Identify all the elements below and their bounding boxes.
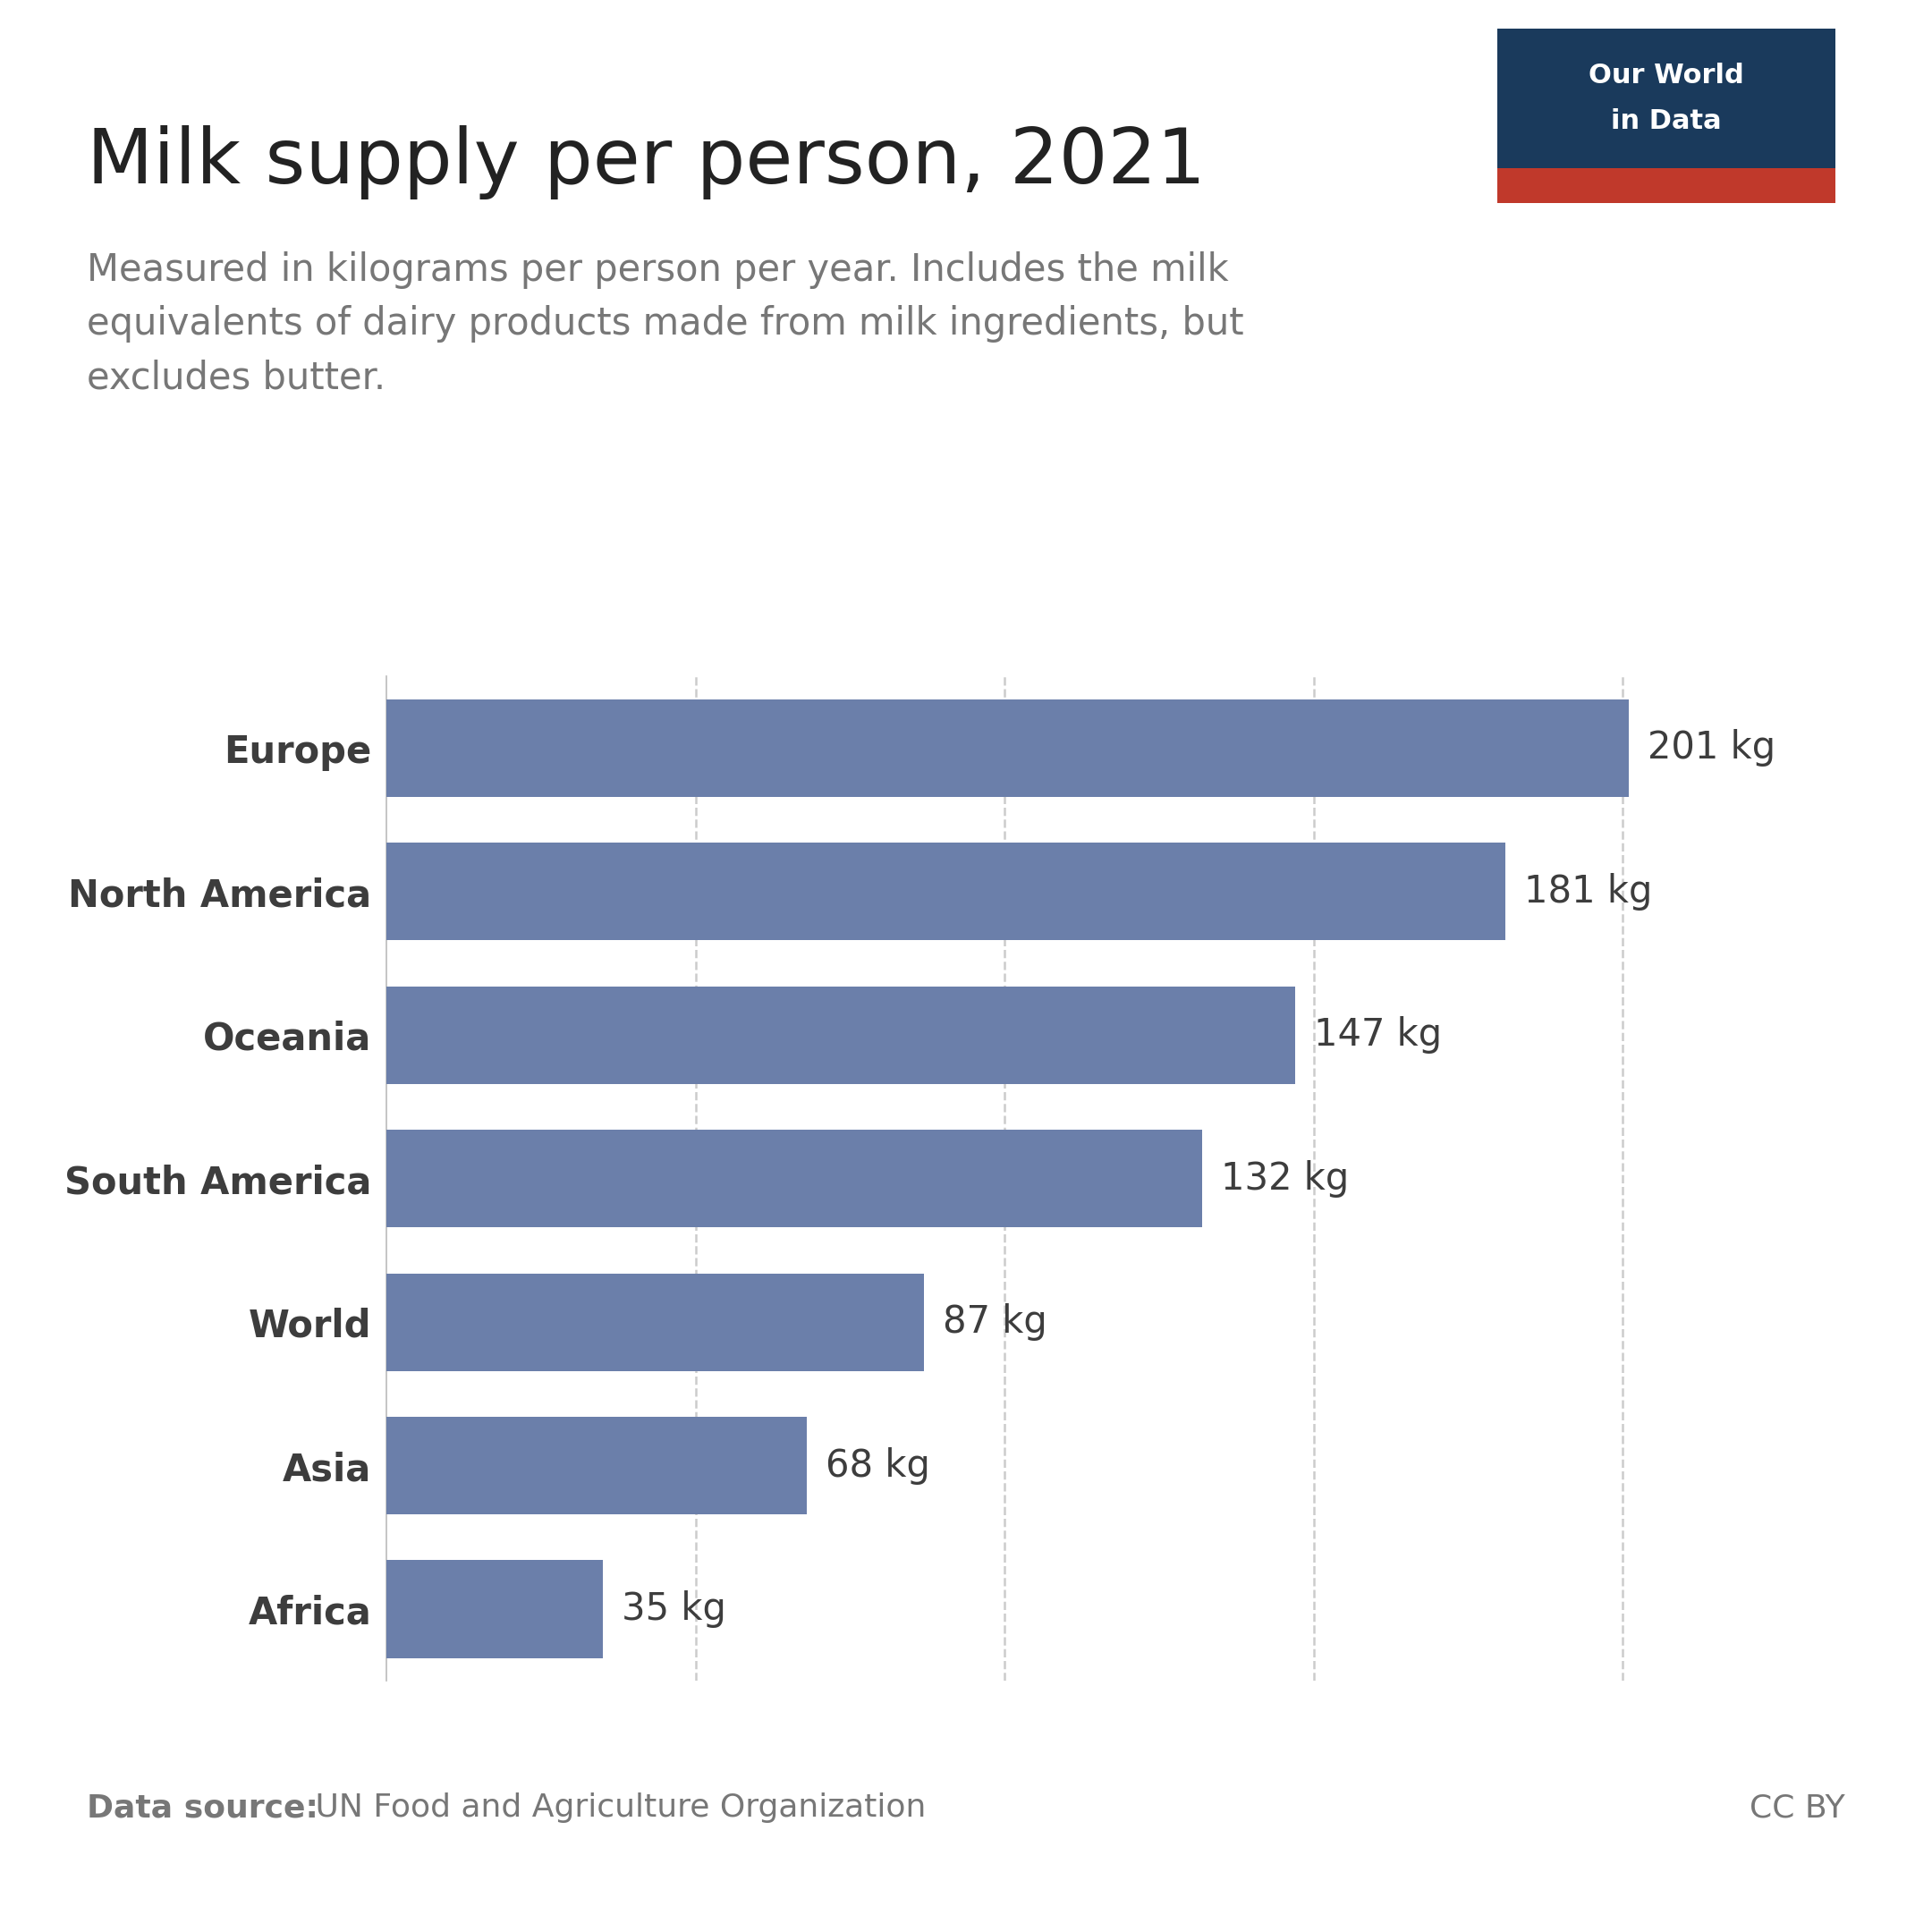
- Bar: [386, 1130, 1202, 1227]
- Bar: [386, 1416, 808, 1515]
- Text: UN Food and Agriculture Organization: UN Food and Agriculture Organization: [305, 1793, 925, 1824]
- Text: Data source:: Data source:: [87, 1793, 319, 1824]
- Bar: [386, 985, 1294, 1084]
- Text: Measured in kilograms per person per year. Includes the milk
equivalents of dair: Measured in kilograms per person per yea…: [87, 251, 1244, 396]
- Text: 181 kg: 181 kg: [1524, 873, 1652, 910]
- Text: in Data: in Data: [1611, 108, 1721, 133]
- Text: 201 kg: 201 kg: [1648, 728, 1776, 767]
- Bar: [386, 842, 1505, 941]
- Text: 68 kg: 68 kg: [825, 1447, 929, 1484]
- Text: 35 kg: 35 kg: [622, 1590, 726, 1629]
- Text: CC BY: CC BY: [1750, 1793, 1845, 1824]
- Text: Our World: Our World: [1588, 64, 1745, 89]
- Bar: [386, 699, 1629, 796]
- Bar: [1497, 168, 1835, 203]
- Bar: [386, 1273, 923, 1372]
- Bar: [386, 1561, 603, 1658]
- Text: 87 kg: 87 kg: [943, 1304, 1047, 1341]
- Text: 147 kg: 147 kg: [1314, 1016, 1441, 1053]
- Text: Milk supply per person, 2021: Milk supply per person, 2021: [87, 126, 1206, 199]
- Text: 132 kg: 132 kg: [1221, 1159, 1349, 1198]
